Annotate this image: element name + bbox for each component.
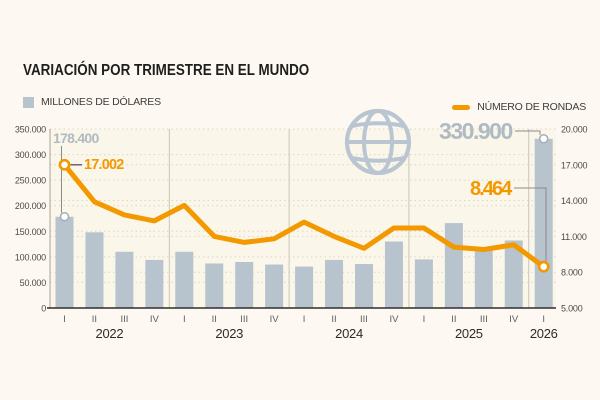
marker-last-line [537, 260, 550, 273]
quarter-label: III [120, 314, 128, 325]
quarter-label: III [240, 314, 248, 325]
bar-2022-iv [145, 259, 164, 308]
left-axis-label: 50.000 [20, 278, 47, 288]
bar-2025-iv [504, 240, 523, 308]
quarter-label: II [331, 314, 336, 325]
left-axis-label: 300.000 [15, 150, 46, 160]
bar-2025-iii [474, 250, 493, 308]
right-axis-label: 14.000 [561, 196, 588, 206]
quarter-label: III [480, 314, 488, 325]
connector-last-line [514, 187, 547, 263]
bar-2026-i [534, 138, 553, 308]
chart-title: VARIACIÓN POR TRIMESTRE EN EL MUNDO [23, 62, 310, 79]
bar-2023-i [175, 251, 194, 308]
year-label-2024: 2024 [335, 326, 363, 341]
right-axis-label: 8.000 [561, 268, 583, 278]
connector-last-bar [515, 130, 541, 135]
bar-2024-iv [384, 241, 403, 308]
quarter-label: IV [150, 314, 160, 325]
legend-line: NÚMERO DE RONDAS [452, 101, 586, 113]
rounds-line [62, 162, 547, 270]
quarter-label: II [212, 314, 217, 325]
bar-2024-ii [325, 259, 344, 308]
right-axis-label: 17.000 [561, 160, 588, 170]
annotation-first-bar: 178.400 [53, 130, 100, 146]
globe-parallel-south-icon [351, 156, 405, 163]
marker-first-line [58, 158, 71, 171]
legend-bars-label: MILLONES DE DÓLARES [41, 96, 161, 108]
year-label-2026: 2026 [530, 326, 558, 341]
year-label-2022: 2022 [96, 326, 124, 341]
quarter-label: I [303, 314, 306, 325]
left-axis-label: 200.000 [15, 201, 46, 211]
legend-bars: MILLONES DE DÓLARES [23, 96, 161, 108]
right-axis-label: 11.000 [561, 232, 587, 242]
bar-2022-i [55, 216, 74, 308]
annotation-first-line: 17.002 [84, 157, 124, 173]
marker-last-bar [538, 134, 549, 144]
bar-2024-iii [355, 264, 373, 308]
left-axis-label: 0 [41, 304, 46, 314]
quarter-label: I [63, 314, 66, 325]
left-axis-label: 150.000 [15, 227, 46, 237]
bar-swatch-icon [23, 96, 34, 108]
right-axis-label: 5.000 [561, 304, 583, 314]
bar-2022-ii [85, 232, 104, 308]
left-axis-label: 250.000 [15, 176, 46, 186]
right-axis-label: 20.000 [561, 125, 588, 135]
quarter-label: I [542, 314, 545, 325]
bar-2023-iv [265, 264, 284, 308]
left-axis-label: 100.000 [15, 252, 46, 262]
legend-line-label: NÚMERO DE RONDAS [477, 101, 586, 113]
quarter-label: IV [389, 314, 399, 325]
year-label-2023: 2023 [215, 326, 243, 341]
annotation-last-line: 8.464 [470, 178, 513, 200]
quarter-label: I [183, 314, 186, 325]
marker-first-bar [59, 212, 70, 222]
quarter-label: IV [270, 314, 280, 325]
quarter-label: II [451, 314, 456, 325]
left-axis-label: 350.000 [15, 125, 46, 135]
quarter-label: I [423, 314, 426, 325]
quarter-label: II [92, 314, 97, 325]
globe-parallel-north-icon [351, 121, 405, 128]
bar-2022-iii [115, 251, 134, 308]
bar-2025-ii [444, 223, 463, 308]
bar-2025-i [414, 259, 433, 308]
line-swatch-icon [452, 104, 471, 110]
bar-2024-i [295, 266, 314, 308]
bar-2023-ii [205, 263, 224, 308]
annotation-last-bar: 330.900 [439, 118, 513, 144]
quarter-label: IV [509, 314, 519, 325]
year-label-2025: 2025 [455, 326, 483, 341]
quarter-label: III [360, 314, 368, 325]
bar-2023-iii [235, 261, 254, 308]
